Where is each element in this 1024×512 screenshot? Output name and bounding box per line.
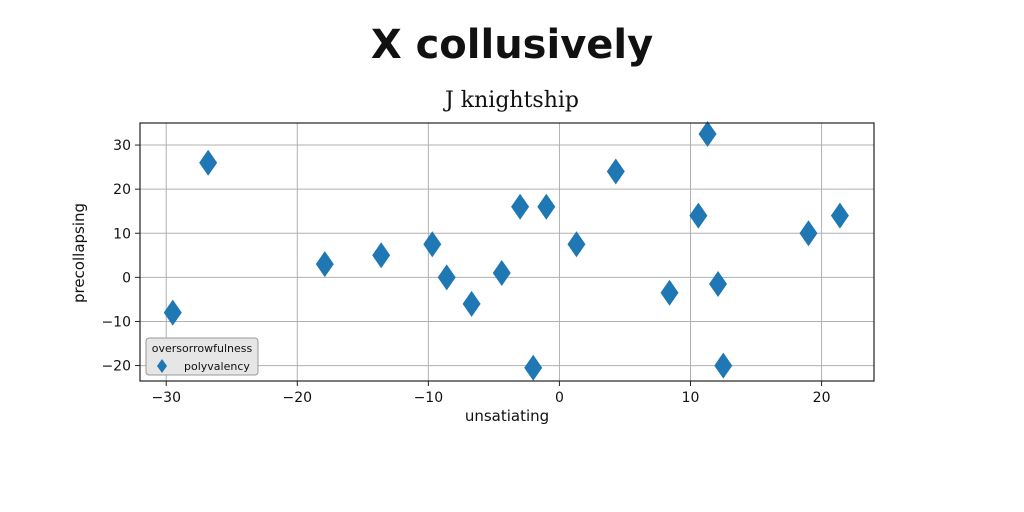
grid-lines	[140, 123, 874, 381]
data-point	[567, 231, 586, 258]
x-tick-label: −10	[414, 390, 444, 406]
data-point	[492, 259, 511, 286]
chart-title: X collusively	[370, 22, 654, 68]
legend-entry-label: polyvalency	[184, 360, 250, 373]
data-point	[511, 193, 530, 220]
data-point	[606, 158, 625, 185]
data-point	[437, 264, 456, 291]
x-tick-label: 0	[555, 390, 564, 406]
y-axis-label: precollapsing	[70, 203, 88, 303]
data-point	[423, 231, 442, 258]
x-axis-label: unsatiating	[465, 407, 549, 425]
x-tick-label: −20	[283, 390, 313, 406]
y-ticks: −20 −10 0 10 20 30	[101, 138, 140, 375]
data-point	[689, 202, 708, 229]
y-tick-label: 20	[113, 182, 131, 198]
data-point	[462, 290, 481, 317]
y-tick-label: 10	[113, 226, 131, 242]
y-tick-label: 30	[113, 138, 131, 154]
plot-frame	[139, 122, 875, 382]
chart-subtitle: J knightship	[444, 88, 580, 113]
data-point	[163, 299, 182, 326]
legend-box	[145, 337, 259, 376]
y-tick-label: −10	[101, 314, 131, 330]
data-point	[709, 270, 728, 297]
x-tick-label: 10	[682, 390, 700, 406]
x-ticks: −30 −20 −10 0 10 20	[151, 381, 830, 406]
x-tick-label: −30	[151, 390, 181, 406]
data-point	[315, 251, 334, 278]
data-point	[799, 220, 818, 247]
y-tick-label: 0	[122, 270, 131, 286]
data-point	[537, 193, 556, 220]
legend-title: oversorrowfulness	[152, 342, 253, 355]
legend-marker	[157, 359, 167, 373]
data-point	[714, 352, 733, 379]
data-point	[660, 279, 679, 306]
x-tick-label: 20	[813, 390, 831, 406]
data-point	[830, 202, 849, 229]
data-point	[524, 354, 543, 381]
y-tick-label: −20	[101, 359, 131, 375]
data-points	[163, 121, 849, 381]
data-point	[199, 149, 218, 176]
data-point	[698, 121, 717, 148]
data-point	[372, 242, 391, 269]
legend: oversorrowfulness polyvalency	[145, 337, 259, 376]
